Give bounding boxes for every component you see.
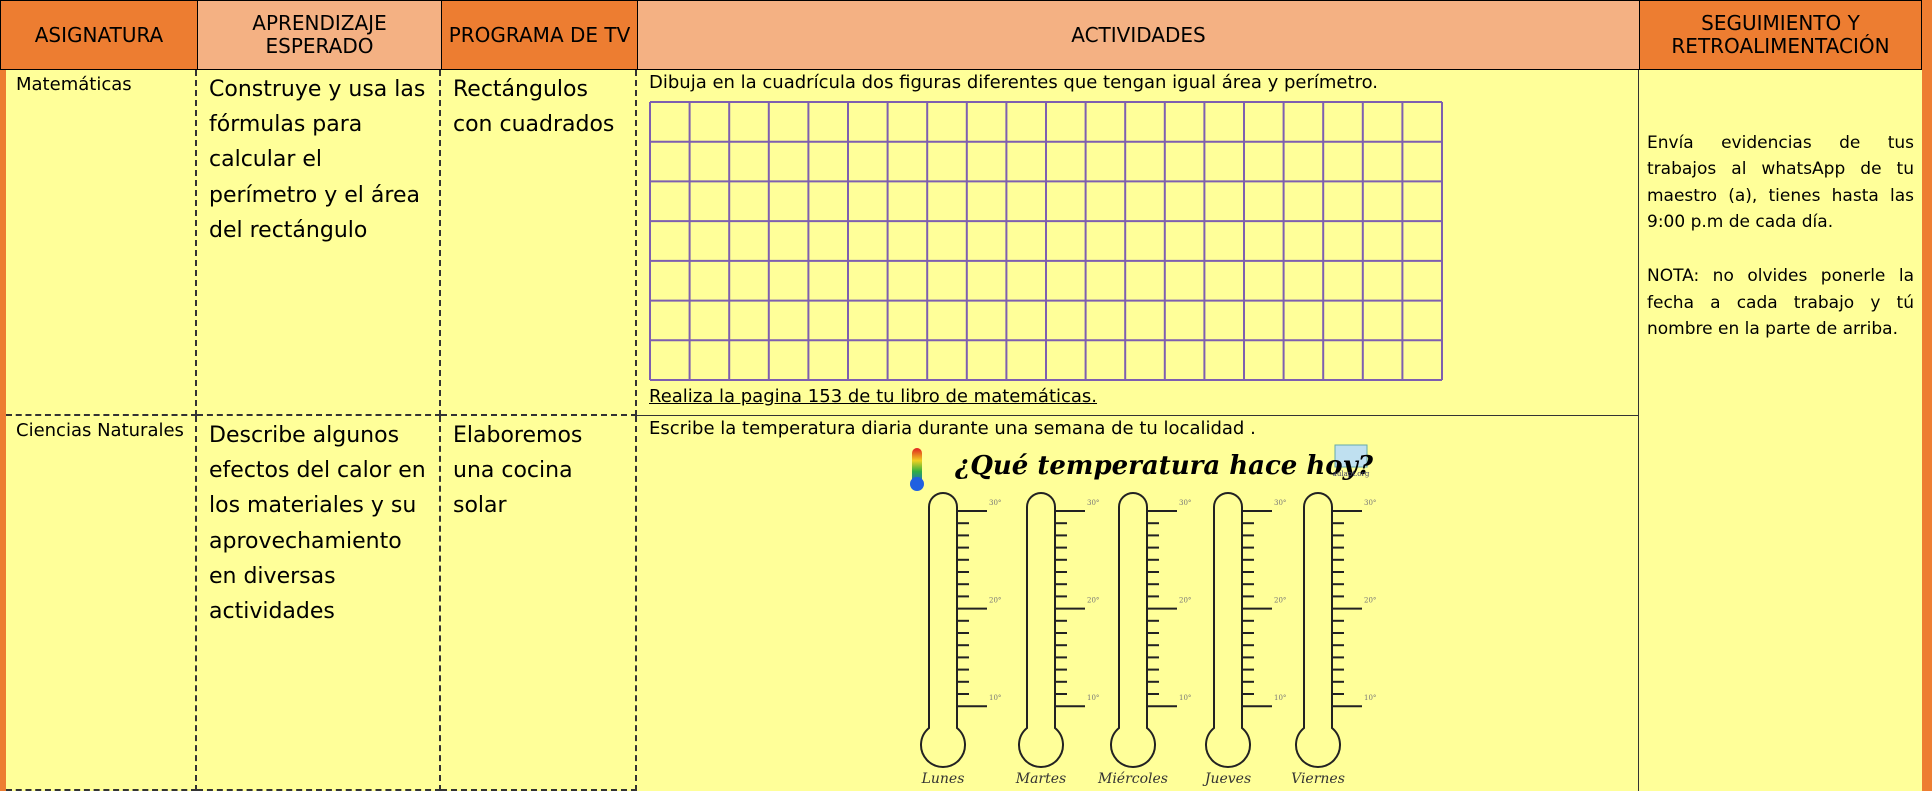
thermometer: [1018, 492, 1064, 768]
header-cell: APRENDIZAJE ESPERADO: [197, 0, 442, 70]
subject: Matemáticas: [6, 70, 197, 416]
header-cell: ASIGNATURA: [0, 0, 198, 70]
left-strip: [0, 0, 6, 791]
activity-text: Escribe la temperatura diaria durante un…: [649, 418, 1256, 439]
header-cell: SEGUIMIENTO Y RETROALIMENTACIÓN: [1639, 0, 1922, 70]
activity-note: Realiza la pagina 153 de tu libro de mat…: [649, 386, 1098, 407]
thermo-tick-label: 30°: [989, 499, 1001, 507]
day-label: Viernes: [1291, 771, 1345, 787]
thermometer: [1110, 492, 1156, 768]
thermo-tick-label: 20°: [989, 597, 1001, 605]
activity: Dibuja en la cuadrícula dos figuras dife…: [637, 70, 1639, 416]
thermo-tick-label: 20°: [1364, 597, 1376, 605]
thermo-tick-label: 10°: [1274, 694, 1286, 702]
thermo-tick-label: 20°: [1179, 597, 1191, 605]
day-label: Miércoles: [1097, 771, 1168, 787]
program: Elaboremos una cocina solar: [441, 416, 637, 791]
activity-text: Dibuja en la cuadrícula dos figuras dife…: [649, 72, 1378, 93]
thermometer: [920, 492, 966, 768]
thermo-tick-label: 20°: [1087, 597, 1099, 605]
thermo-tick-label: 30°: [1087, 499, 1099, 507]
thermo-icon: [910, 477, 924, 491]
image-title: ¿Qué temperatura hace hoy?: [954, 451, 1374, 481]
thermo-tick-label: 10°: [1087, 694, 1099, 702]
thermo-tick-label: 30°: [1364, 499, 1376, 507]
thermo-tick-label: 30°: [1179, 499, 1191, 507]
thermo-icon: [912, 448, 922, 484]
logo-icon: [1334, 444, 1368, 468]
follow-up-note: NOTA: no olvides ponerle la fecha a cada…: [1647, 266, 1914, 340]
follow-up: Envía evidencias de tus trabajos al what…: [1639, 70, 1922, 791]
thermo-tick-label: 10°: [989, 694, 1001, 702]
learning: Construye y usa las fórmulas para calcul…: [197, 70, 441, 416]
subject: Ciencias Naturales: [6, 416, 197, 791]
thermo-tick-label: 10°: [1179, 694, 1191, 702]
day-label: Jueves: [1202, 771, 1251, 787]
program: Rectángulos con cuadrados: [441, 70, 637, 416]
header-cell: PROGRAMA DE TV: [441, 0, 638, 70]
right-strip: [1922, 0, 1932, 791]
thermo-tick-label: 10°: [1364, 694, 1376, 702]
thermometer: [1295, 492, 1341, 768]
thermo-tick-label: 30°: [1274, 499, 1286, 507]
thermometer: [1205, 492, 1251, 768]
logo-text: aulapt.org: [1333, 470, 1370, 478]
day-label: Martes: [1015, 771, 1066, 787]
learning: Describe algunos efectos del calor en lo…: [197, 416, 441, 791]
header-cell: ACTIVIDADES: [637, 0, 1640, 70]
day-label: Lunes: [921, 771, 965, 787]
follow-up-text: Envía evidencias de tus trabajos al what…: [1647, 133, 1914, 233]
thermo-tick-label: 20°: [1274, 597, 1286, 605]
activity: Escribe la temperatura diaria durante un…: [637, 416, 1639, 791]
